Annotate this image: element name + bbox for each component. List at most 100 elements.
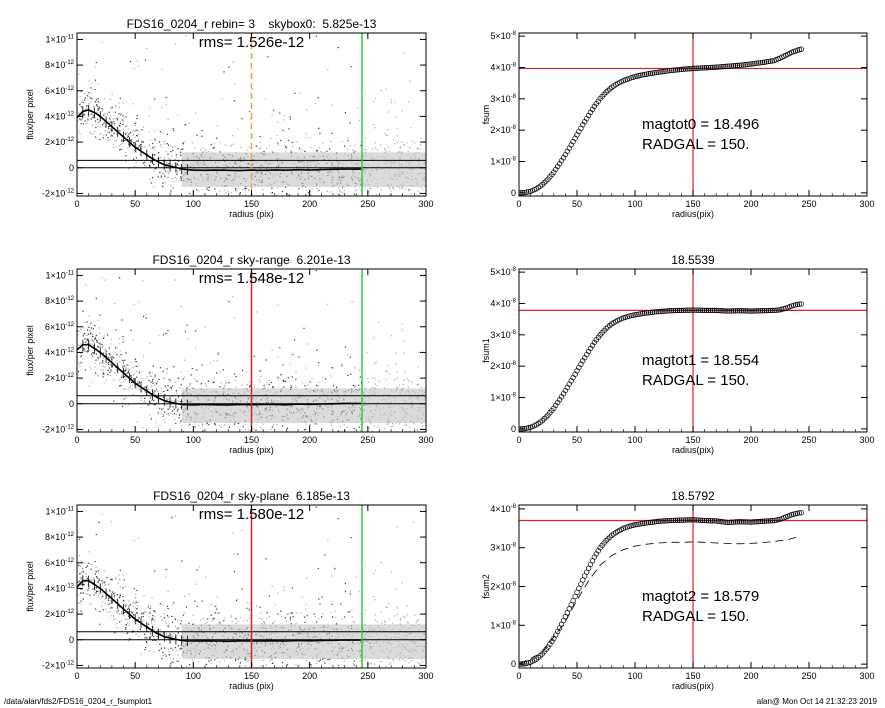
scatter-point [113,596,115,598]
growth-point [796,47,802,53]
scatter-point [212,382,214,384]
scatter-point [109,600,112,602]
scatter-point [135,601,137,603]
scatter-point [150,633,152,635]
growth-point [763,59,770,65]
scatter-point [246,620,248,622]
scatter-point [86,95,89,97]
scatter-point [183,612,185,614]
scatter-point [271,187,273,189]
scatter-point [178,387,181,389]
scatter-point [119,593,121,595]
scatter-point [244,189,246,191]
scatter-point [129,604,132,606]
scatter-point [191,367,193,370]
chart-title: FDS16_0204_r sky-range 6.201e-13 [152,253,350,267]
scatter-point [177,408,179,410]
scatter-point [408,380,410,382]
scatter-point [153,610,155,612]
scatter-point [83,113,85,115]
scatter-point [101,41,103,43]
scatter-point [165,397,167,399]
scatter-point [117,116,119,118]
scatter-point [222,369,224,371]
scatter-point [189,383,191,385]
scatter-point [411,665,413,667]
scatter-point [259,617,261,619]
scatter-point [397,387,399,389]
growth-point [696,307,702,313]
scatter-point [179,422,181,424]
scatter-point [135,387,137,389]
scatter-point [234,317,236,319]
scatter-point [98,580,100,582]
scatter-point [270,137,272,140]
scatter-point [127,619,129,621]
growth-point [732,308,739,314]
x-tick-label: 200 [302,199,317,209]
scatter-point [170,151,172,153]
scatter-point [385,134,387,136]
scatter-point [87,98,89,100]
scatter-point [231,615,233,617]
x-axis-label: radius (pix) [229,445,274,455]
growth-point [763,307,770,314]
scatter-point [408,147,411,149]
scatter-point [291,612,293,614]
scatter-point [273,109,275,111]
scatter-point [104,279,106,281]
scatter-point [168,616,170,618]
scatter-point [86,122,88,124]
scatter-point [80,583,82,585]
scatter-point [232,532,234,534]
scatter-point [228,382,230,384]
scatter-point [260,370,262,372]
scatter-point [161,408,163,410]
scatter-point [85,566,87,568]
scatter-point [111,356,113,358]
scatter-point [78,131,80,133]
growth-point [667,308,673,314]
scatter-point [332,367,334,369]
scatter-point [317,365,319,367]
plot-area [77,501,426,668]
scatter-point [266,618,268,620]
scatter-point [102,373,104,375]
scatter-point [280,615,282,617]
scatter-point [104,350,106,352]
scatter-point [123,398,125,400]
scatter-point [114,139,116,142]
scatter-point [107,584,109,586]
scatter-point [410,193,412,195]
growth-point [707,64,714,71]
growth-point [769,58,775,64]
scatter-point [316,659,318,661]
scatter-point [370,662,372,664]
scatter-point [231,144,233,146]
scatter-point [353,664,355,666]
scatter-point [154,394,157,396]
growth-point [771,307,777,314]
scatter-point [401,188,403,190]
scatter-point [87,584,89,586]
scatter-point [386,501,387,502]
scatter-point [84,120,86,122]
scatter-point [82,310,84,312]
scatter-point [290,623,292,625]
x-tick-label: 250 [360,199,375,209]
scatter-point [137,386,139,388]
scatter-point [211,620,213,622]
scatter-point [165,655,167,657]
scatter-point [277,303,279,305]
scatter-point [352,620,354,623]
scatter-point [198,190,200,192]
scatter-point [246,149,248,151]
scatter-point [277,592,279,594]
scatter-point [121,370,124,372]
scatter-point [122,115,124,117]
scatter-point [260,623,263,625]
scatter-point [204,149,207,151]
scatter-point [115,140,118,142]
scatter-point [95,372,97,374]
scatter-point [119,594,121,596]
